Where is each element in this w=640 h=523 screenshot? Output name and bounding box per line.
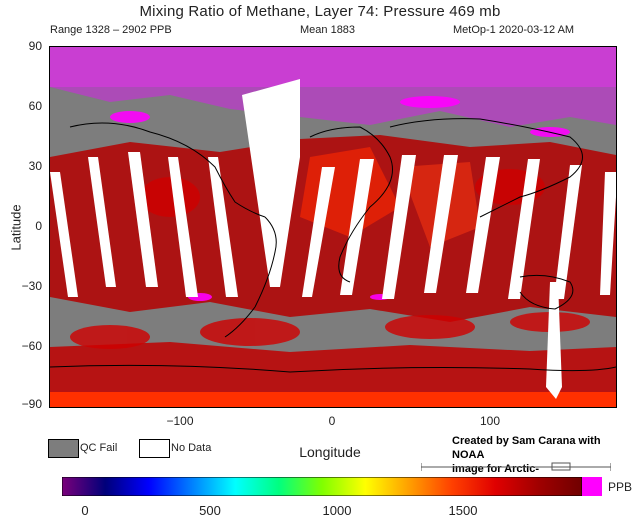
methane-map — [49, 46, 617, 408]
arctic-high-band — [50, 47, 616, 87]
map-title: Mixing Ratio of Methane, Layer 74: Press… — [139, 3, 501, 20]
no-data-swatch — [139, 439, 170, 458]
colorbar-over — [582, 477, 602, 496]
mean-label: Mean 1883 — [300, 24, 356, 36]
xtick-100: 100 — [479, 414, 501, 428]
cbar-tick-0: 0 — [81, 503, 89, 518]
cbar-tick-1000: 1000 — [322, 503, 352, 518]
ytick-neg90: −90 — [21, 397, 42, 411]
x-axis-label: Longitude — [299, 444, 361, 460]
qc-fail-swatch — [48, 439, 79, 458]
antarctic-edge-band — [50, 392, 616, 407]
ytick-30: 30 — [28, 159, 42, 173]
ytick-neg30: −30 — [21, 279, 42, 293]
ytick-0: 0 — [35, 219, 42, 233]
ytick-90: 90 — [28, 39, 42, 53]
xtick-0: 0 — [328, 414, 336, 428]
ytick-neg60: −60 — [21, 339, 42, 353]
cbar-tick-1500: 1500 — [448, 503, 478, 518]
xtick-neg100: −100 — [166, 414, 194, 428]
arctic-high-band-edge — [50, 87, 616, 127]
scale-bar — [421, 462, 611, 471]
colorbar — [62, 477, 602, 496]
cbar-tick-500: 500 — [199, 503, 221, 518]
range-label: Range 1328 – 2902 PPB — [50, 24, 172, 36]
credit-line-1: Created by Sam Carana with NOAA — [452, 435, 601, 461]
southern-methane-band — [50, 342, 616, 407]
ytick-60: 60 — [28, 99, 42, 113]
coastlines — [50, 118, 616, 373]
map-svg — [50, 47, 616, 407]
no-data-label: No Data — [171, 442, 212, 454]
colorbar-gradient — [62, 477, 583, 496]
qc-fail-label: QC Fail — [80, 442, 118, 454]
source-label: MetOp-1 2020-03-12 AM — [453, 24, 575, 36]
colorbar-unit: PPB — [608, 480, 633, 494]
y-axis-label: Latitude — [8, 204, 24, 251]
